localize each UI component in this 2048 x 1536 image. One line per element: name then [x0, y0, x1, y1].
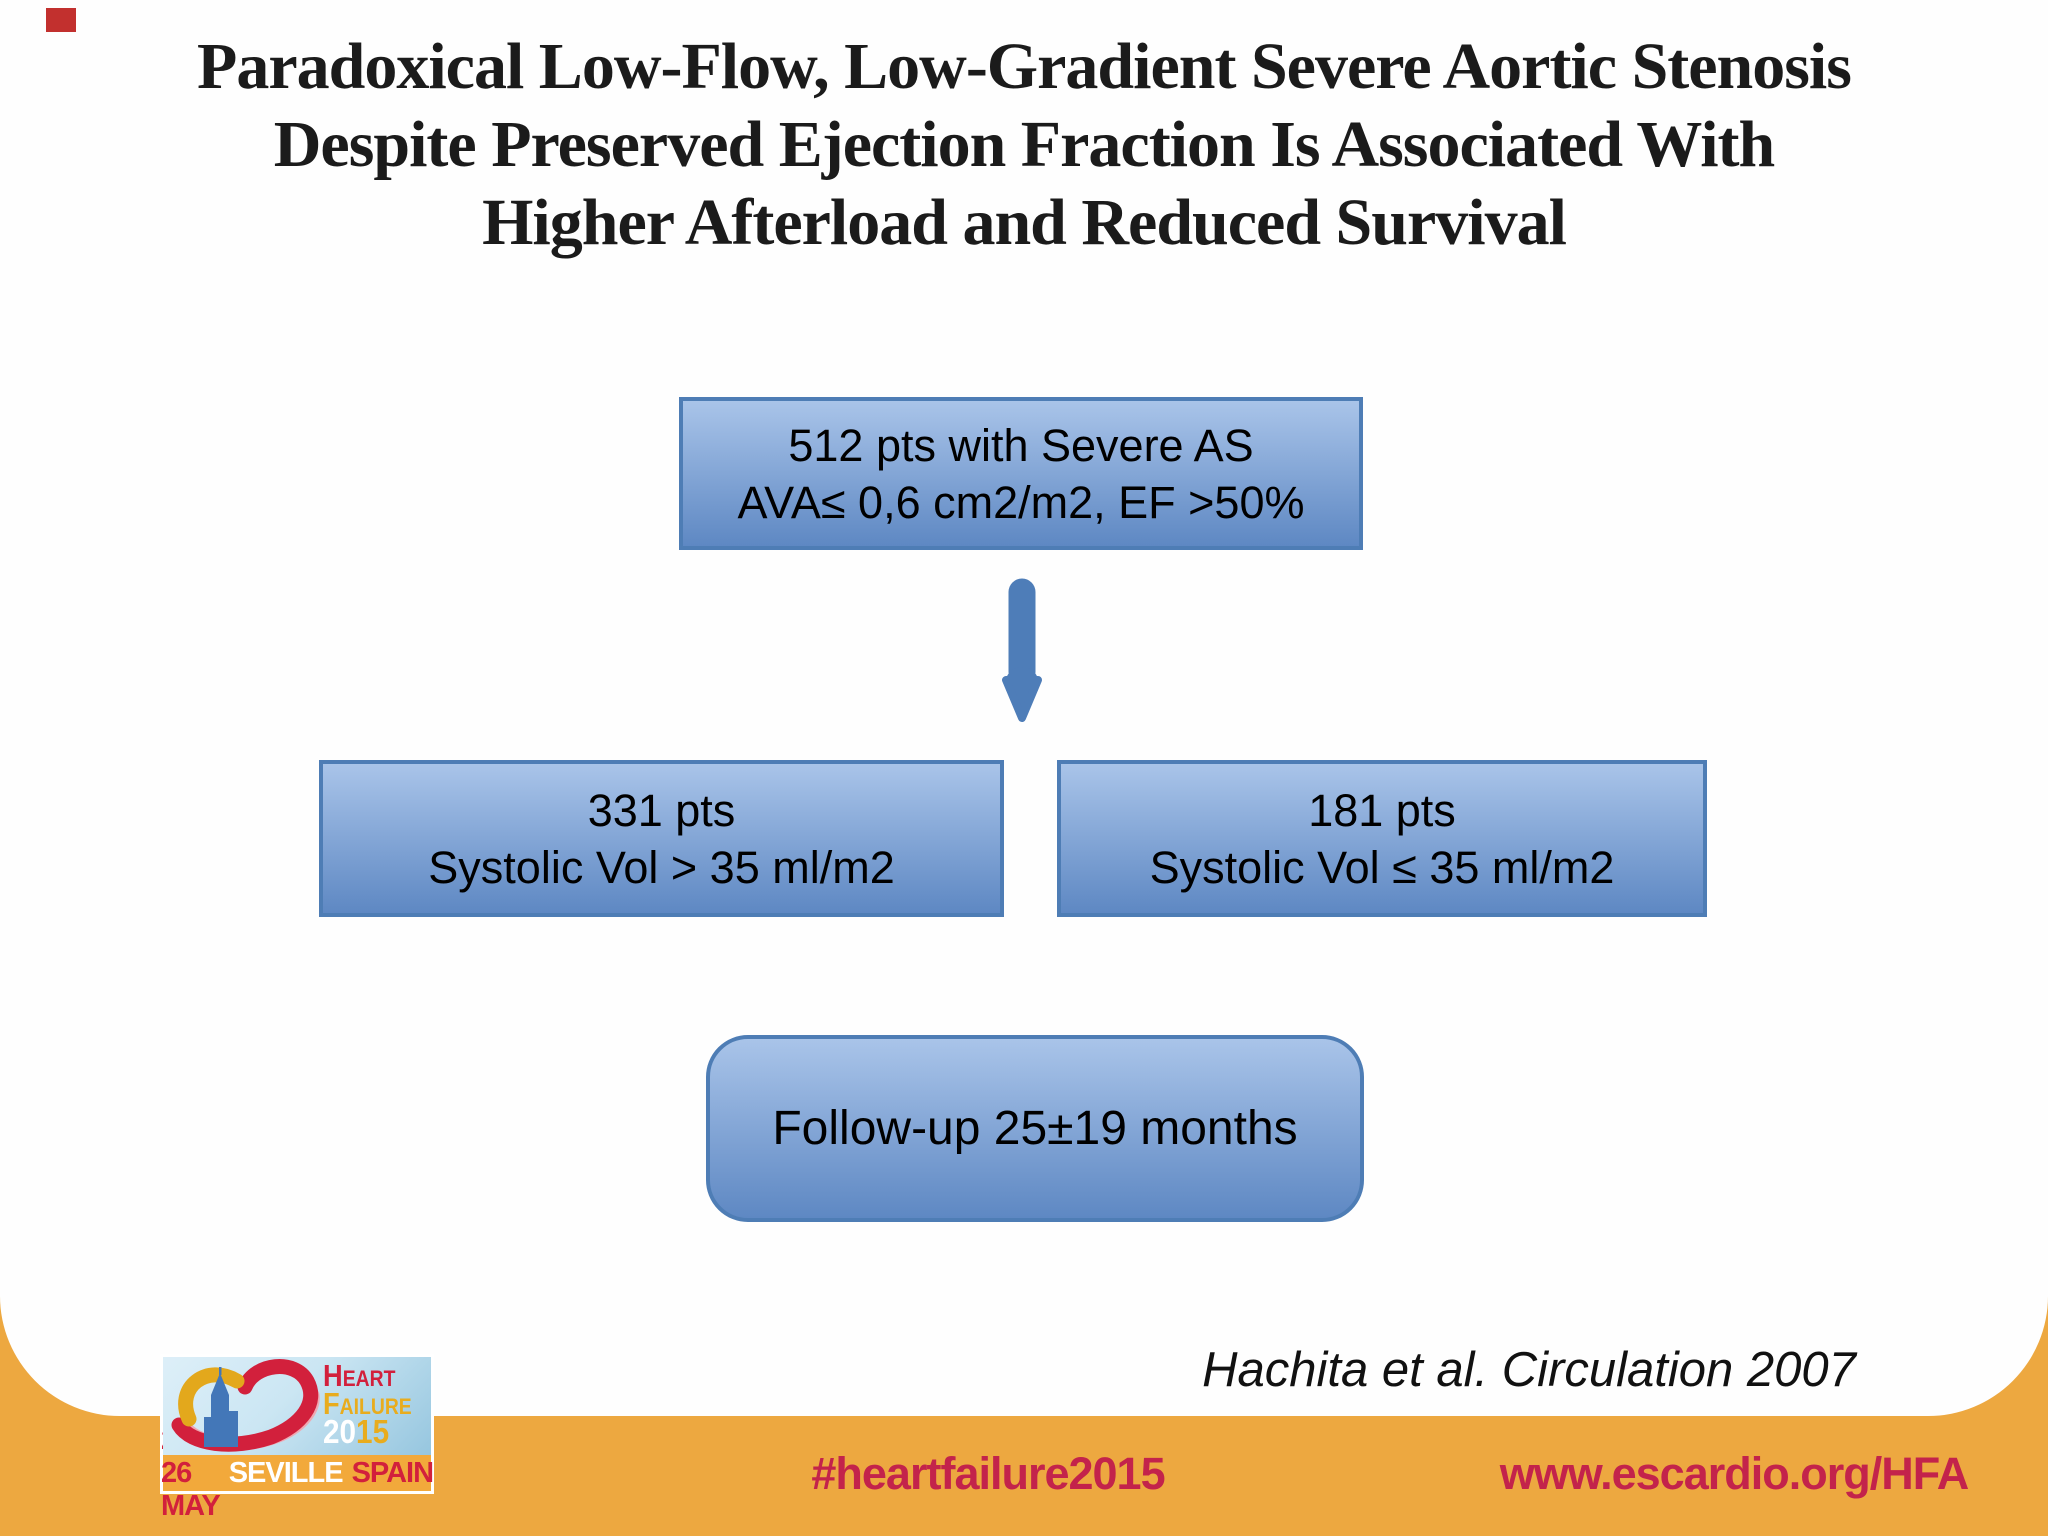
flowchart-box-followup: Follow-up 25±19 months — [706, 1035, 1364, 1222]
footer-website-url: www.escardio.org/HFA — [1499, 1448, 1969, 1499]
logo-word-failure: Failure — [323, 1386, 412, 1421]
down-arrow-connector-icon — [1002, 578, 1042, 722]
flowchart-box-severe-as-line-2: AVA≤ 0,6 cm2/m2, EF >50% — [737, 476, 1305, 528]
logo-word-heart: Heart — [323, 1358, 396, 1393]
footer-hashtag-text: #heartfailure2015 — [811, 1448, 1165, 1499]
flowchart-box-low-flow: 181 pts Systolic Vol ≤ 35 ml/m2 — [1057, 760, 1707, 917]
logo-artwork-area: Heart Failure 2015 — [163, 1357, 431, 1455]
flowchart-box-severe-as-line-1: 512 pts with Severe AS — [788, 419, 1254, 471]
flowchart-box-normal-flow-line-1: 331 pts — [587, 784, 736, 836]
logo-banner-country: SPAIN — [351, 1456, 434, 1489]
citation-text: Hachita et al. Circulation 2007 — [1202, 1343, 1856, 1397]
logo-banner-city: SEVILLE — [228, 1456, 344, 1489]
flowchart-box-severe-as: 512 pts with Severe AS AVA≤ 0,6 cm2/m2, … — [679, 397, 1363, 550]
logo-year-first: 20 — [323, 1413, 357, 1450]
red-corner-marker — [46, 8, 76, 32]
flowchart-box-normal-flow: 331 pts Systolic Vol > 35 ml/m2 — [319, 760, 1004, 917]
flowchart-box-low-flow-line-1: 181 pts — [1308, 784, 1456, 836]
slide-title-line-1: Paradoxical Low-Flow, Low-Gradient Sever… — [197, 30, 1852, 103]
logo-year: 2015 — [323, 1415, 414, 1448]
slide-title-line-3: Higher Afterload and Reduced Survival — [482, 186, 1567, 259]
flowchart-box-low-flow-line-2: Systolic Vol ≤ 35 ml/m2 — [1149, 841, 1615, 893]
slide-content-panel: Paradoxical Low-Flow, Low-Gradient Sever… — [0, 0, 2048, 1416]
flowchart-box-followup-label: Follow-up 25±19 months — [772, 1102, 1298, 1155]
heart-failure-2015-logo: Heart Failure 2015 23-26 MAY SEVILLE SPA… — [160, 1354, 434, 1522]
giralda-tower-icon — [204, 1367, 238, 1447]
logo-wordmark: Heart Failure 2015 — [323, 1358, 424, 1448]
slide-title-line-2: Despite Preserved Ejection Fraction Is A… — [273, 108, 1775, 181]
flowchart-box-normal-flow-line-2: Systolic Vol > 35 ml/m2 — [428, 841, 895, 893]
logo-year-second: 15 — [356, 1413, 390, 1450]
slide-title: Paradoxical Low-Flow, Low-Gradient Sever… — [0, 28, 2048, 262]
logo-date-banner: 23-26 MAY SEVILLE SPAIN — [161, 1424, 434, 1522]
heart-ribbon-icon — [171, 1359, 320, 1452]
